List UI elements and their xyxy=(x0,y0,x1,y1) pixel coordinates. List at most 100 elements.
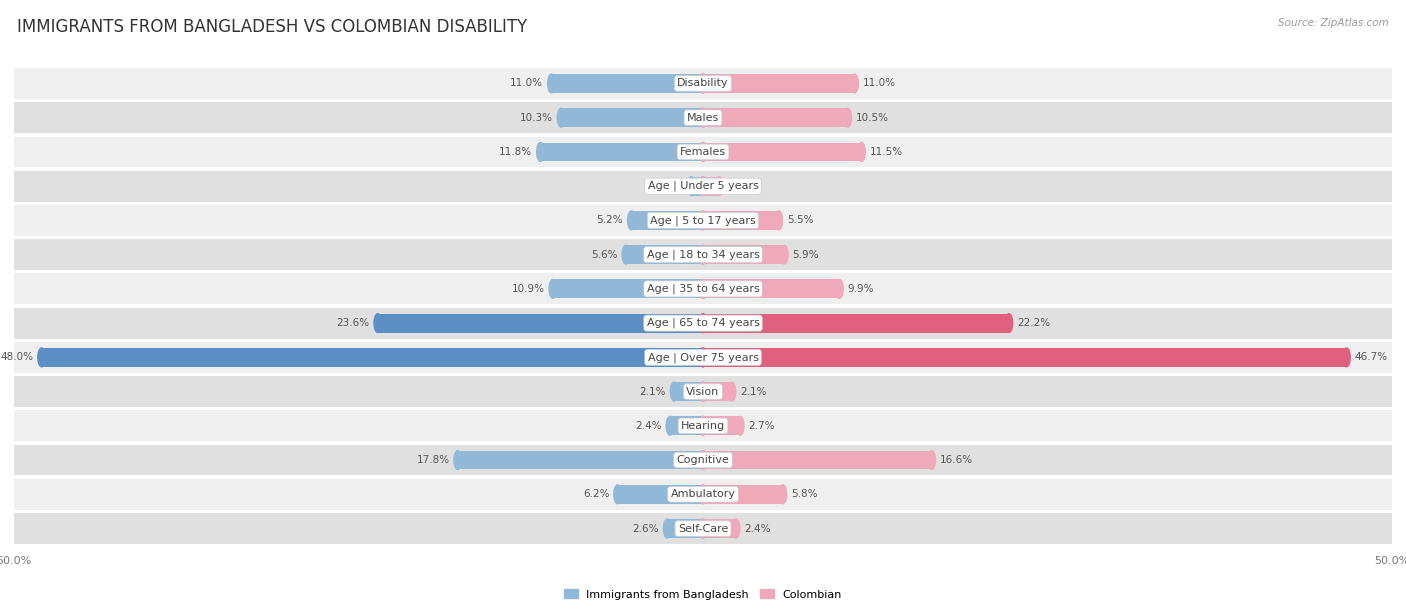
Circle shape xyxy=(548,74,555,93)
Text: 2.7%: 2.7% xyxy=(748,421,775,431)
Text: Hearing: Hearing xyxy=(681,421,725,431)
Circle shape xyxy=(699,314,707,332)
Bar xyxy=(14,342,1392,373)
Bar xyxy=(14,102,1392,133)
Circle shape xyxy=(699,485,707,504)
Text: Vision: Vision xyxy=(686,387,720,397)
Circle shape xyxy=(38,348,45,367)
Bar xyxy=(703,382,733,401)
Bar xyxy=(703,485,783,504)
Text: 16.6%: 16.6% xyxy=(941,455,973,465)
Circle shape xyxy=(699,211,707,230)
Text: 46.7%: 46.7% xyxy=(1355,353,1388,362)
Circle shape xyxy=(737,416,744,435)
Bar xyxy=(703,143,862,162)
Text: Age | 5 to 17 years: Age | 5 to 17 years xyxy=(650,215,756,226)
Circle shape xyxy=(699,485,707,504)
Text: 11.8%: 11.8% xyxy=(499,147,531,157)
Circle shape xyxy=(548,280,557,298)
Circle shape xyxy=(699,211,707,230)
Text: Age | 35 to 64 years: Age | 35 to 64 years xyxy=(647,283,759,294)
Text: 11.0%: 11.0% xyxy=(863,78,896,89)
Circle shape xyxy=(699,245,707,264)
Circle shape xyxy=(374,314,381,332)
Circle shape xyxy=(537,143,544,162)
Text: Age | Over 75 years: Age | Over 75 years xyxy=(648,352,758,362)
Circle shape xyxy=(454,450,461,469)
Circle shape xyxy=(928,450,935,469)
Text: Males: Males xyxy=(688,113,718,122)
Bar xyxy=(561,108,703,127)
Bar xyxy=(703,450,932,469)
Bar xyxy=(631,211,703,230)
Text: 0.85%: 0.85% xyxy=(650,181,683,191)
Text: 9.9%: 9.9% xyxy=(848,284,875,294)
Text: 5.5%: 5.5% xyxy=(787,215,814,225)
Circle shape xyxy=(666,416,673,435)
Circle shape xyxy=(627,211,636,230)
Circle shape xyxy=(699,280,707,298)
Circle shape xyxy=(699,280,707,298)
Circle shape xyxy=(699,245,707,264)
Text: 5.9%: 5.9% xyxy=(793,250,820,259)
Bar xyxy=(617,485,703,504)
Bar xyxy=(14,68,1392,99)
Bar xyxy=(14,411,1392,441)
Circle shape xyxy=(699,74,707,93)
Bar xyxy=(673,382,703,401)
Text: 5.6%: 5.6% xyxy=(591,250,617,259)
Text: 23.6%: 23.6% xyxy=(336,318,370,328)
Circle shape xyxy=(716,177,723,196)
Text: 2.1%: 2.1% xyxy=(640,387,666,397)
Circle shape xyxy=(733,519,740,538)
Bar xyxy=(14,171,1392,201)
Bar xyxy=(14,136,1392,167)
Circle shape xyxy=(699,177,707,196)
Bar xyxy=(626,245,703,264)
Circle shape xyxy=(699,314,707,332)
Bar xyxy=(14,239,1392,270)
Circle shape xyxy=(699,143,707,162)
Circle shape xyxy=(1005,314,1012,332)
Circle shape xyxy=(699,450,707,469)
Circle shape xyxy=(835,280,844,298)
Circle shape xyxy=(699,382,707,401)
Text: 11.5%: 11.5% xyxy=(870,147,903,157)
Bar xyxy=(703,314,1010,332)
Text: 10.5%: 10.5% xyxy=(856,113,889,122)
Circle shape xyxy=(621,245,630,264)
Circle shape xyxy=(699,416,707,435)
Text: Ambulatory: Ambulatory xyxy=(671,490,735,499)
Circle shape xyxy=(699,143,707,162)
Legend: Immigrants from Bangladesh, Colombian: Immigrants from Bangladesh, Colombian xyxy=(560,584,846,604)
Text: 11.0%: 11.0% xyxy=(510,78,543,89)
Circle shape xyxy=(699,108,707,127)
Bar xyxy=(703,416,740,435)
Circle shape xyxy=(688,177,695,196)
Circle shape xyxy=(699,519,707,538)
Bar xyxy=(703,280,839,298)
Text: 2.4%: 2.4% xyxy=(636,421,662,431)
Text: 10.3%: 10.3% xyxy=(520,113,553,122)
Bar xyxy=(378,314,703,332)
Text: Cognitive: Cognitive xyxy=(676,455,730,465)
Bar xyxy=(14,308,1392,338)
Circle shape xyxy=(664,519,671,538)
Circle shape xyxy=(775,211,783,230)
Circle shape xyxy=(728,382,735,401)
Circle shape xyxy=(780,245,789,264)
Circle shape xyxy=(851,74,858,93)
Bar xyxy=(668,519,703,538)
Text: 2.1%: 2.1% xyxy=(740,387,766,397)
Circle shape xyxy=(844,108,852,127)
Circle shape xyxy=(1343,348,1350,367)
Text: Self-Care: Self-Care xyxy=(678,523,728,534)
Text: Age | Under 5 years: Age | Under 5 years xyxy=(648,181,758,192)
Circle shape xyxy=(557,108,565,127)
Bar xyxy=(703,74,855,93)
Bar xyxy=(703,519,737,538)
Text: 1.2%: 1.2% xyxy=(728,181,754,191)
Bar xyxy=(551,74,703,93)
Circle shape xyxy=(699,450,707,469)
Circle shape xyxy=(699,348,707,367)
